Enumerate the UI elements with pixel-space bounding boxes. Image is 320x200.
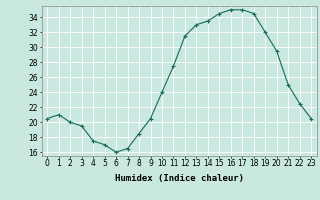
X-axis label: Humidex (Indice chaleur): Humidex (Indice chaleur) [115,174,244,183]
